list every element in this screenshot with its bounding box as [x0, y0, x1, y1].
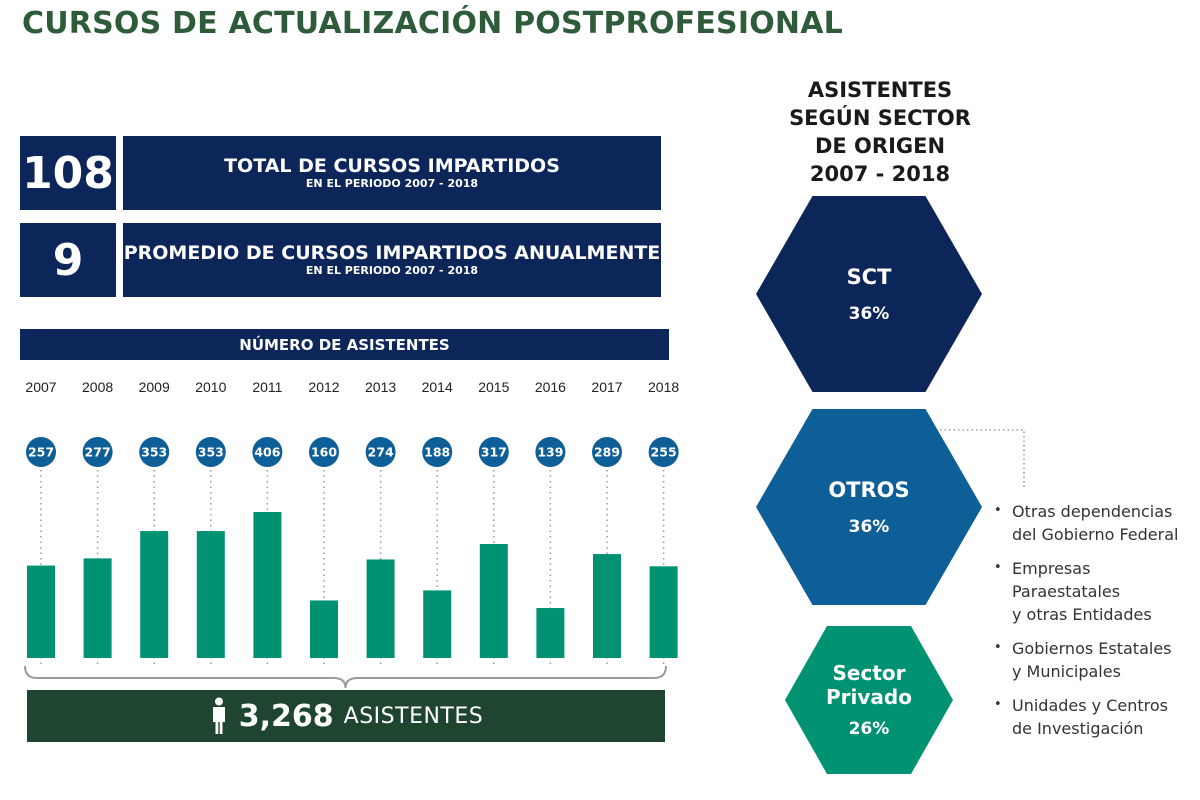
x-tick-label: 2015 [478, 379, 509, 395]
otros-detail-item: Empresas Paraestatales y otras Entidades [994, 556, 1200, 626]
data-label-badge [365, 437, 396, 467]
sector-name: SCT [846, 265, 892, 289]
sector-hexagon-sct: SCT 36% [756, 196, 982, 392]
bar [83, 558, 112, 658]
data-label-badge [26, 437, 56, 467]
page-title: CURSOS DE ACTUALIZACIÓN POSTPROFESIONAL [22, 6, 843, 41]
total-courses-value: 108 [20, 136, 116, 210]
bar [27, 565, 55, 658]
person-icon [212, 697, 225, 734]
total-courses-panel: TOTAL DE CURSOS IMPARTIDOS EN EL PERIODO… [123, 136, 661, 210]
data-label: 353 [141, 445, 167, 460]
sector-hexagon-private: Sector Privado 26% [785, 626, 953, 774]
bar [479, 544, 508, 658]
otros-detail-list: Otras dependencias del Gobierno Federal … [994, 499, 1200, 751]
bar [649, 566, 678, 658]
data-label-badge [535, 437, 566, 467]
sector-percentage: 36% [848, 304, 890, 324]
data-label-badge [252, 437, 283, 467]
bar [366, 559, 395, 658]
data-label-badge [82, 437, 113, 467]
bar [310, 600, 338, 658]
total-courses-period: EN EL PERIODO 2007 - 2018 [305, 177, 479, 190]
average-courses-value: 9 [20, 223, 116, 297]
otros-detail-item: Unidades y Centros de Investigación [994, 693, 1200, 740]
data-label: 139 [537, 445, 563, 460]
bar [536, 608, 565, 658]
chart-bracket [24, 665, 667, 689]
chart-title: NÚMERO DE ASISTENTES [20, 329, 669, 360]
x-tick-label: 2017 [591, 379, 622, 395]
data-label: 289 [594, 445, 620, 460]
x-tick-label: 2016 [535, 379, 566, 395]
otros-detail-item: Gobiernos Estatales y Municipales [994, 636, 1200, 683]
data-label: 274 [368, 445, 394, 460]
data-label-badge [592, 437, 622, 467]
x-tick-label: 2014 [422, 379, 453, 395]
sector-hexagon-otros: OTROS 36% [756, 409, 982, 605]
data-label: 188 [424, 445, 450, 460]
bar [593, 554, 621, 658]
data-label-badge [648, 437, 679, 467]
bar [140, 531, 169, 658]
data-label: 160 [311, 445, 337, 460]
x-tick-label: 2007 [25, 379, 56, 395]
sector-title: ASISTENTES SEGÚN SECTOR DE ORIGEN 2007 -… [789, 78, 971, 186]
sector-percentage: 36% [848, 517, 890, 537]
data-label-badge [195, 437, 226, 467]
bar [253, 512, 282, 658]
data-label: 317 [481, 445, 507, 460]
data-label-badge [422, 437, 453, 467]
data-label: 257 [28, 445, 54, 460]
x-tick-label: 2011 [252, 379, 282, 395]
data-label: 277 [85, 445, 111, 460]
x-tick-label: 2009 [139, 379, 170, 395]
data-label-badge [309, 437, 339, 467]
data-label-badge [139, 437, 170, 467]
average-courses-period: EN EL PERIODO 2007 - 2018 [305, 264, 479, 277]
total-attendees-banner: 3,268 ASISTENTES [27, 690, 665, 742]
total-attendees-value: 3,268 [238, 698, 334, 734]
total-attendees-label: ASISTENTES [343, 703, 484, 729]
x-tick-label: 2010 [195, 379, 226, 395]
sector-name: OTROS [828, 478, 910, 502]
otros-detail-item: Otras dependencias del Gobierno Federal [994, 499, 1200, 546]
data-label: 406 [254, 445, 280, 460]
total-courses-label: TOTAL DE CURSOS IMPARTIDOS [224, 155, 560, 177]
data-label: 255 [651, 445, 677, 460]
data-label-badge [478, 437, 509, 467]
average-courses-label: PROMEDIO DE CURSOS IMPARTIDOS ANUALMENTE [123, 242, 661, 264]
bar [196, 531, 225, 658]
sector-name: Sector Privado [826, 661, 912, 709]
attendees-bar-chart: 2007 257 2008 277 2009 353 2010 353 2011 406 2012 1… [24, 379, 679, 689]
x-tick-label: 2012 [308, 379, 339, 395]
average-courses-panel: PROMEDIO DE CURSOS IMPARTIDOS ANUALMENTE… [123, 223, 661, 297]
data-label: 353 [198, 445, 224, 460]
bar [423, 590, 452, 658]
x-tick-label: 2018 [648, 379, 679, 395]
sector-percentage: 26% [848, 719, 890, 739]
x-tick-label: 2008 [82, 379, 113, 395]
x-tick-label: 2013 [365, 379, 396, 395]
